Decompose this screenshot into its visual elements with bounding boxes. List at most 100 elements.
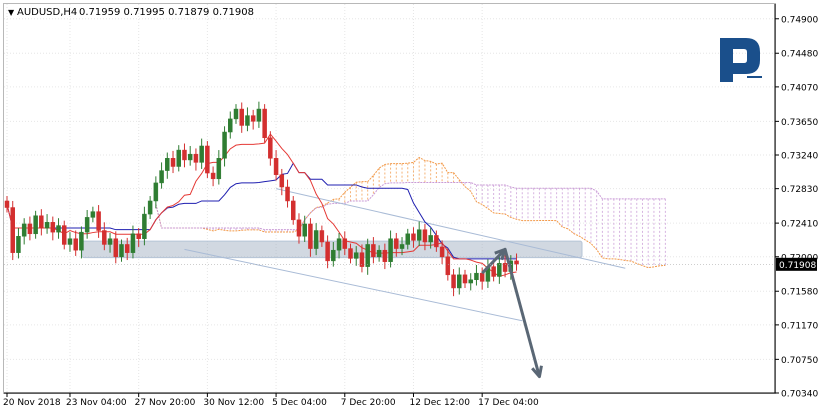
- price-tick-label: 0.73650: [781, 118, 818, 128]
- candle-body: [102, 230, 107, 245]
- candle-body: [62, 225, 67, 245]
- candle: [130, 225, 136, 259]
- candle: [84, 209, 90, 239]
- candle-body: [371, 244, 376, 258]
- time-tick-label: 5 Dec 04:00: [272, 398, 327, 408]
- candle: [268, 131, 273, 166]
- candle-body: [405, 233, 410, 245]
- candle: [113, 231, 119, 264]
- candle: [233, 104, 239, 124]
- candle: [371, 237, 376, 264]
- candle-body: [394, 238, 399, 249]
- candle-body: [342, 238, 348, 249]
- candle-body: [245, 115, 250, 126]
- candle: [39, 209, 44, 236]
- candle-body: [119, 244, 124, 258]
- grid: [4, 4, 775, 394]
- time-tick-label: 12 Dec 12:00: [409, 398, 470, 408]
- chart-frame: [3, 3, 776, 394]
- candle-body: [365, 244, 370, 267]
- time-tick-label: 17 Dec 04:00: [478, 398, 539, 408]
- candle: [388, 230, 393, 268]
- price-tick-label: 0.71580: [781, 288, 818, 298]
- candle: [21, 218, 27, 245]
- price-tick-label: 0.73240: [781, 152, 818, 162]
- candle: [239, 102, 244, 133]
- candle: [302, 215, 307, 242]
- channel-upper-line: [275, 188, 626, 269]
- candle-body: [479, 272, 485, 282]
- candle: [445, 248, 451, 281]
- candle-body: [10, 207, 15, 253]
- candle-body: [176, 149, 181, 167]
- candle-body: [319, 230, 325, 243]
- candle-body: [124, 244, 130, 253]
- candle: [376, 245, 382, 262]
- candle: [399, 237, 405, 256]
- candle: [256, 101, 262, 128]
- candle-body: [39, 215, 44, 229]
- candle: [142, 206, 147, 246]
- price-tick-label: 0.72410: [781, 220, 818, 230]
- candle: [497, 256, 502, 284]
- price-tick-label: 0.70750: [781, 356, 818, 366]
- time-axis: 20 Nov 2018 23 Nov 04:00 27 Nov 20:00 30 No…: [3, 392, 775, 408]
- candle-body: [457, 274, 462, 289]
- candle: [416, 221, 422, 247]
- candle-body: [291, 200, 296, 221]
- candle: [182, 143, 187, 168]
- candle-body: [193, 153, 199, 163]
- candle-body: [205, 145, 210, 174]
- candle: [468, 273, 473, 291]
- candle: [342, 231, 348, 256]
- forecast-arrowhead-up: [494, 247, 507, 261]
- kijun-sen-line: [6, 162, 517, 260]
- chart-menu-icon[interactable]: ▼: [8, 8, 15, 17]
- candle-body: [462, 274, 468, 284]
- candle-body: [147, 200, 153, 215]
- candle: [308, 218, 313, 257]
- candle-body: [313, 230, 319, 249]
- candle: [27, 216, 33, 241]
- candle-body: [50, 222, 56, 233]
- forecast-arrow: [481, 247, 543, 379]
- candle: [176, 145, 181, 172]
- candle: [313, 223, 319, 256]
- candle-body: [216, 158, 222, 180]
- candle: [245, 107, 250, 132]
- candle-body: [302, 223, 307, 237]
- candle: [222, 126, 227, 167]
- chart-ohlc: 0.71959 0.71995 0.71879 0.71908: [79, 7, 254, 18]
- candle: [16, 228, 21, 259]
- candle: [50, 216, 56, 241]
- candle: [136, 228, 141, 247]
- candle: [273, 150, 279, 181]
- candle-body: [376, 249, 382, 258]
- candle-body: [233, 108, 239, 120]
- candle: [119, 239, 124, 262]
- candle: [67, 232, 73, 252]
- candle-body: [250, 115, 256, 122]
- candle-body: [16, 236, 21, 253]
- candle: [319, 225, 325, 247]
- candle-body: [308, 223, 313, 249]
- forecast-arrowhead-down: [531, 365, 543, 379]
- candle: [502, 255, 508, 278]
- candle: [44, 214, 50, 234]
- candle: [205, 141, 210, 178]
- candle: [4, 196, 10, 213]
- current-price-label: 0.71908: [779, 261, 816, 271]
- candle: [325, 235, 330, 269]
- candle: [279, 168, 285, 196]
- candle-body: [56, 225, 61, 233]
- channel-lower-line: [184, 248, 523, 322]
- candle-body: [262, 108, 267, 139]
- candle-body: [416, 229, 422, 241]
- candle-body: [33, 215, 38, 235]
- candle-body: [359, 252, 365, 267]
- candle: [90, 206, 96, 223]
- candle-body: [210, 172, 216, 180]
- price-tick-label: 0.74480: [781, 50, 818, 60]
- candle: [285, 179, 290, 208]
